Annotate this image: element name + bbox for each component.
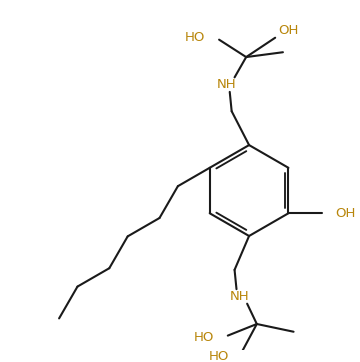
Text: HO: HO [185,31,206,44]
Text: HO: HO [194,331,214,344]
Text: OH: OH [278,25,298,37]
Text: NH: NH [230,290,249,303]
Text: HO: HO [208,350,229,362]
Text: OH: OH [335,207,355,220]
Text: NH: NH [217,77,237,90]
